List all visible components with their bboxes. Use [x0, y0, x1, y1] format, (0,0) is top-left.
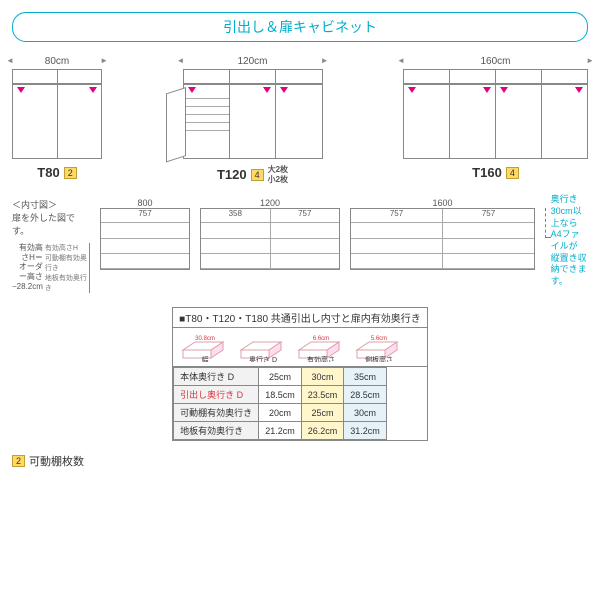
cabinet-T120: 120cmT1204大2枚 小2枚	[183, 56, 323, 184]
shelf-count-badge: 2	[12, 455, 25, 467]
svg-text:6.6cm: 6.6cm	[313, 336, 329, 342]
model-label: T160	[472, 165, 502, 180]
section-title: 引出し＆扉キャビネット	[12, 12, 588, 42]
cabinet-T160: 160cmT1604	[403, 56, 588, 184]
drawer-icon: 奥行き D	[237, 332, 289, 362]
drawer-icon: 5.6cm 側板高さ	[353, 332, 405, 362]
svg-text:5.6cm: 5.6cm	[371, 336, 387, 342]
spec-section: ■T80・T120・T180 共通引出し内寸と扉内有効奥行き 30.8cm 幅 奥行…	[12, 307, 588, 441]
footer-label: 可動棚枚数	[29, 453, 84, 469]
svg-text:有効高さ: 有効高さ	[307, 355, 335, 362]
spec-title: ■T80・T120・T180 共通引出し内寸と扉内有効奥行き	[173, 308, 427, 328]
svg-text:奥行き D: 奥行き D	[249, 355, 277, 362]
cabinet-T80: 80cmT802	[12, 56, 102, 184]
model-label: T120	[217, 167, 247, 182]
svg-text:30.8cm: 30.8cm	[195, 336, 215, 342]
inner-diagram-header: ＜内寸図＞ 扉を外した図です。	[12, 198, 90, 237]
svg-text:側板高さ: 側板高さ	[365, 355, 393, 362]
a4-callout: 奥行き30cm以上なら A4ファイルが 縦置き収納できます。	[551, 194, 588, 288]
model-label: T80	[37, 165, 59, 180]
inner-dimension-row: ＜内寸図＞ 扉を外した図です。 有効高さH＝ オーダー高さ −28.2cm 有効…	[12, 198, 588, 293]
spec-table: 本体奥行き D25cm30cm35cm引出し奥行き D18.5cm23.5cm2…	[173, 367, 387, 440]
inner-800: 800757	[100, 198, 190, 270]
spec-drawer-icons: 30.8cm 幅 奥行き D 6.6cm 有効高さ 5.6cm 側板高さ	[173, 328, 427, 367]
inner-1200: 1200358757	[200, 198, 340, 270]
cabinet-row: 80cmT802120cmT1204大2枚 小2枚160cmT1604	[12, 56, 588, 184]
footer-legend: 2 可動棚枚数	[12, 453, 588, 469]
svg-text:幅: 幅	[202, 355, 209, 362]
shelf-badge: 2	[64, 167, 77, 179]
drawer-icon: 6.6cm 有効高さ	[295, 332, 347, 362]
shelf-badge: 4	[251, 169, 264, 181]
inner-height-note: 有効高さH＝ オーダー高さ −28.2cm	[12, 243, 43, 293]
drawer-icon: 30.8cm 幅	[179, 332, 231, 362]
shelf-badge: 4	[506, 167, 519, 179]
inner-1600: 1600757757	[350, 198, 535, 270]
